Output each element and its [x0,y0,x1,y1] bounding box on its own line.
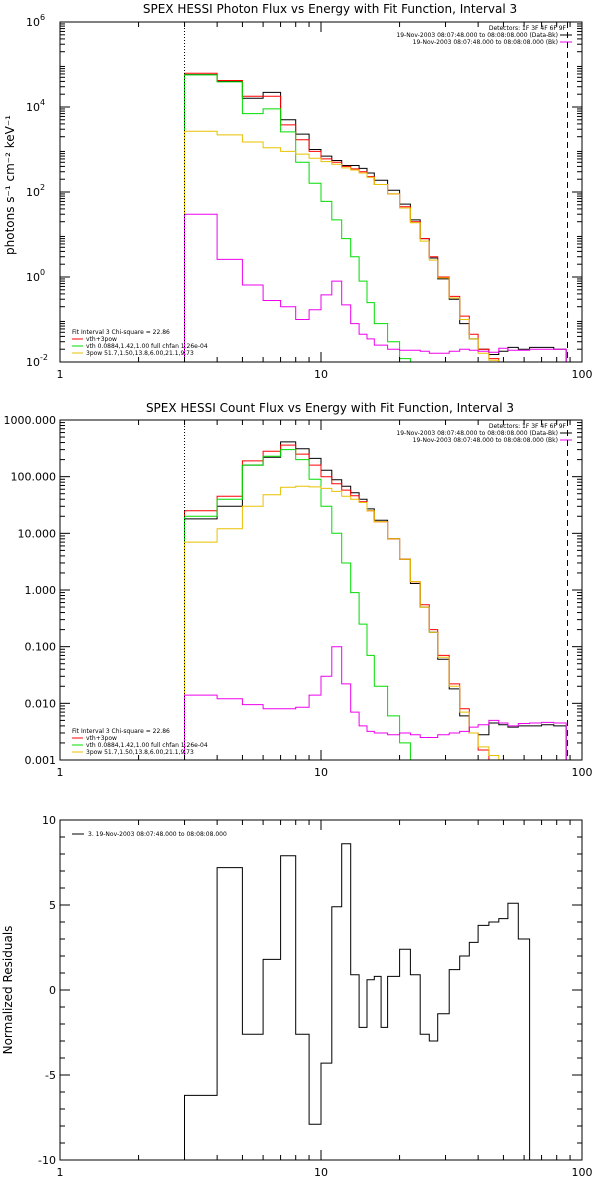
panel-1-xtick-label-1: 10 [314,368,328,381]
panel-3-xtick-label-0: 1 [57,1166,64,1179]
panel-2-series-0 [184,441,567,760]
panel-2-legend-2: vth 0.0884,1.42,1.00 full chfan 1.26e-04 [86,742,208,749]
panel-2-xtick-label-2: 100 [572,766,593,779]
panel-2-series-2 [184,449,421,760]
panel-2-xtick-label-1: 10 [314,766,328,779]
panel-1-series-2 [184,74,421,362]
panel-2-ytick-label-0: 0.001 [25,754,57,767]
panel-2-header-0: Detectors: 1F 3F 4F 6F 9F [489,423,567,430]
panel-3-ylabel: Normalized Residuals [1,926,15,1055]
panel-1-header-2: 19-Nov-2003 08:07:48.000 to 08:08:08.000… [413,39,558,46]
panel-3-ytick-label-3: 5 [49,899,56,912]
panel-2-plot: 1 10 100 0.001 0.010 0.100 1.000 10.000 100.000 1… [4,414,593,779]
panel-2-header-2: 19-Nov-2003 08:07:48.000 to 08:08:08.000… [413,437,558,444]
panel-1-plot: 1 10 100 10-2 100 102 104 106 [26,13,593,381]
panel-3-ytick-label-2: 0 [49,984,56,997]
panel-2-title: SPEX HESSI Count Flux vs Energy with Fit… [146,401,514,415]
panel-3-xtick-label-2: 100 [572,1166,593,1179]
panel-1-ytick-label-3: 104 [26,98,45,114]
panel-2-ytick-label-2: 0.100 [25,641,57,654]
panel-2-xtick-label-0: 1 [57,766,64,779]
panel-1-header-1: 19-Nov-2003 08:07:48.000 to 08:08:08.000… [396,32,558,39]
panel-3-plot: 1 10 100 -10 -5 0 5 10 [38,814,592,1179]
photon-flux-panel: SPEX HESSI Photon Flux vs Energy with Fi… [3,2,572,357]
panel-3-ytick-label-1: -5 [45,1069,56,1082]
panel-2-series-3 [184,485,508,760]
panel-1-xtick-label-0: 1 [57,368,64,381]
panel-3-legend-0: 3. 19-Nov-2003 08:07:48.000 to 08:08:08.… [88,831,227,838]
panel-1-ytick-label-0: 10-2 [26,353,48,369]
panel-1-ytick-label-1: 100 [26,268,45,284]
panel-1-ytick-label-4: 106 [26,13,45,29]
count-flux-panel: SPEX HESSI Count Flux vs Energy with Fit… [72,401,572,756]
panel-1-series-3 [184,130,508,362]
panel-2-ytick-label-6: 1000.000 [4,414,57,427]
panel-3-ytick-label-4: 10 [42,814,56,827]
panel-2-ytick-label-4: 10.000 [18,527,57,540]
panel-2-header-1: 19-Nov-2003 08:07:48.000 to 08:08:08.000… [396,430,558,437]
panel-2-legend-3: 3pow 51.7,1.50,13.8,6.00,21.1,9.73 [86,749,194,756]
panel-1-ylabel: photons s⁻¹ cm⁻² keV⁻¹ [3,115,17,255]
panel-1-ytick-label-2: 102 [26,183,45,199]
panel-1-legend-1: vth+3pow [86,336,117,343]
panel-2-legend-0: Fit Interval 3 Chi-square = 22.86 [72,728,170,735]
panel-2-ytick-label-5: 100.000 [11,471,57,484]
panel-1-legend-0: Fit Interval 3 Chi-square = 22.86 [72,329,170,336]
panel-1-series-4 [184,213,567,362]
panel-2-ytick-label-1: 0.010 [25,697,57,710]
panel-1-legend-2: vth 0.0884,1.42,1.00 full chfan 1.26e-04 [86,343,208,350]
panel-3-xtick-label-1: 10 [314,1166,328,1179]
panel-1-title: SPEX HESSI Photon Flux vs Energy with Fi… [143,2,517,16]
residuals-panel: Normalized Residuals 3. 19-Nov-2003 08:0… [1,831,227,1054]
panel-3-series-0 [184,843,542,1160]
panel-2-legend-1: vth+3pow [86,735,117,742]
panel-1-series-1 [184,72,500,362]
panel-1-series-0 [184,74,567,362]
panel-2-series-4 [184,646,567,760]
panel-3-ytick-label-0: -10 [38,1154,56,1167]
panel-1-header-0: Detectors: 1F 3F 4F 6F 9F [489,25,567,32]
panel-2-ytick-label-3: 1.000 [25,584,57,597]
panel-1-xtick-label-2: 100 [572,368,593,381]
panel-1-legend-3: 3pow 51.7,1.50,13.8,6.00,21.1,9.73 [86,350,194,357]
